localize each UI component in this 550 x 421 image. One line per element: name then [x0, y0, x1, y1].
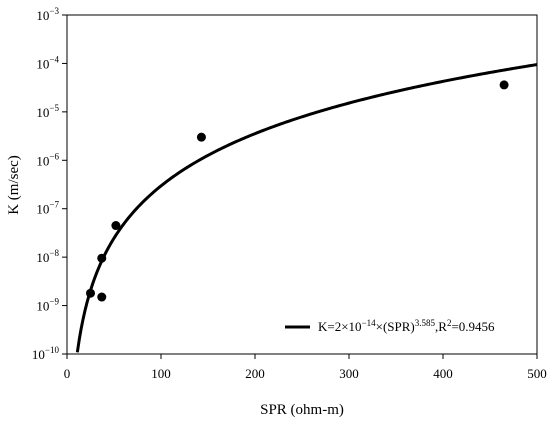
data-point — [86, 288, 95, 298]
x-tick-label: 500 — [527, 366, 547, 381]
data-point — [196, 132, 206, 142]
legend-part-6: 2 — [447, 318, 452, 328]
x-tick-label: 200 — [245, 366, 265, 381]
fit-curve-layer — [75, 63, 538, 353]
y-tick-label: 10−3 — [36, 6, 59, 23]
plot-frame — [66, 14, 538, 355]
legend-part-4: 3.585 — [415, 318, 436, 328]
x-axis-label: SPR (ohm-m) — [260, 402, 344, 418]
data-points-layer — [86, 80, 509, 302]
y-tick-label: 10−6 — [36, 151, 59, 168]
legend-part-5: ,R — [435, 319, 447, 334]
legend-part-3: ×(SPR) — [376, 319, 415, 334]
data-point — [111, 221, 121, 231]
y-tick-label: 10−5 — [36, 103, 59, 120]
y-axis-label: K (m/sec) — [6, 155, 22, 215]
data-point — [499, 80, 509, 90]
y-tick-label: 10−4 — [36, 54, 59, 71]
x-tick-label: 100 — [151, 366, 171, 381]
fit-curve — [75, 63, 538, 353]
y-tick-label: 10−10 — [32, 345, 60, 362]
data-point — [97, 253, 107, 263]
legend-part-1: K=2×10 — [318, 319, 362, 334]
x-tick-label: 400 — [433, 366, 453, 381]
legend-part-7: =0.9456 — [451, 319, 495, 334]
ticks-layer: 0 100 200 300 400 500 10−3 10−4 10−5 10−6 10−7 10−8… — [32, 6, 547, 381]
legend: K=2×10−14×(SPR)3.585,R2=0.9456 — [285, 318, 495, 334]
y-tick-label: 10−9 — [36, 297, 59, 314]
legend-part-2: −14 — [362, 318, 377, 328]
y-tick-label: 10−8 — [36, 248, 59, 265]
legend-label: K=2×10−14×(SPR)3.585,R2=0.9456 — [318, 318, 495, 334]
y-tick-label: 10−7 — [36, 200, 59, 217]
data-point — [97, 292, 107, 302]
x-tick-label: 0 — [64, 366, 71, 381]
x-tick-label: 300 — [339, 366, 359, 381]
